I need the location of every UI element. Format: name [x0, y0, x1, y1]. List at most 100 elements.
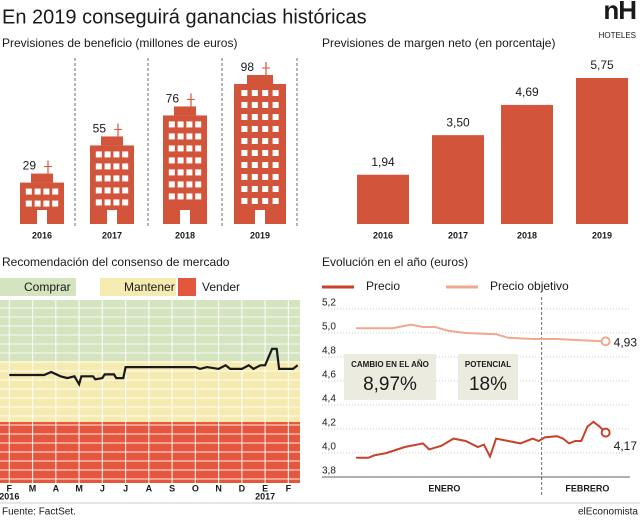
building-crown	[247, 75, 273, 84]
window	[272, 126, 279, 132]
end-marker	[600, 336, 611, 347]
window	[168, 181, 175, 188]
window	[272, 102, 279, 108]
window	[251, 150, 258, 156]
window	[241, 90, 248, 96]
value-label: 5,75	[590, 58, 614, 72]
window	[241, 102, 248, 108]
window	[104, 175, 111, 182]
brand: elEconomista	[578, 507, 638, 518]
window	[262, 150, 269, 156]
window	[186, 169, 193, 176]
zone	[0, 361, 300, 422]
recommendation-line	[9, 347, 299, 387]
y-tick-label: 4,2	[322, 418, 336, 429]
x-tick-label: 2017	[102, 230, 122, 240]
x-tick-label: ENERO	[428, 483, 460, 493]
door	[255, 210, 265, 224]
value-label: 55	[93, 122, 107, 136]
annotation-value: 8,97%	[363, 374, 417, 395]
window	[195, 145, 202, 152]
end-label: 4,93	[614, 336, 638, 350]
window	[34, 200, 41, 207]
bar	[432, 135, 484, 224]
x-tick-label: F	[286, 483, 292, 493]
window	[262, 126, 269, 132]
value-label: 4,69	[515, 85, 539, 99]
window	[195, 169, 202, 176]
x-tick-label: M	[29, 483, 37, 493]
x-tick-label: 2016	[373, 230, 393, 240]
window	[122, 187, 129, 194]
window	[168, 169, 175, 176]
window	[272, 162, 279, 168]
window	[95, 163, 102, 170]
annotation-box	[344, 354, 436, 400]
window	[195, 193, 202, 200]
window	[262, 138, 269, 144]
building	[20, 160, 64, 224]
window	[251, 186, 258, 192]
window	[104, 151, 111, 158]
x-tick-label: FEBRERO	[565, 483, 609, 493]
window	[241, 186, 248, 192]
x-tick-label: S	[169, 483, 175, 493]
window	[272, 90, 279, 96]
window	[241, 126, 248, 132]
window	[95, 187, 102, 194]
x-tick-label: 2017	[448, 230, 468, 240]
window	[113, 151, 120, 158]
window	[251, 198, 258, 204]
legend-band	[100, 278, 176, 296]
window	[25, 188, 32, 195]
end-marker	[600, 427, 611, 438]
value-label: 1,94	[371, 155, 395, 169]
window	[262, 174, 269, 180]
window	[168, 145, 175, 152]
window	[104, 187, 111, 194]
bar	[576, 78, 628, 224]
x-tick-label: F	[7, 483, 13, 493]
window	[168, 121, 175, 128]
x-tick-label: 2018	[517, 230, 537, 240]
annotation-label: CAMBIO EN EL AÑO	[351, 360, 429, 369]
window	[113, 163, 120, 170]
window	[262, 198, 269, 204]
window	[168, 157, 175, 164]
year-label: 2017	[255, 491, 275, 501]
window	[186, 121, 193, 128]
value-label: 29	[23, 159, 37, 173]
window	[186, 133, 193, 140]
window	[95, 151, 102, 158]
window	[104, 163, 111, 170]
building-crown	[101, 136, 123, 146]
building	[163, 93, 207, 224]
window	[272, 198, 279, 204]
y-tick-label: 4,6	[322, 370, 336, 381]
annotation-label: POTENCIAL	[465, 360, 511, 369]
window	[186, 157, 193, 164]
window	[34, 188, 41, 195]
window	[113, 187, 120, 194]
window	[177, 193, 184, 200]
window	[272, 186, 279, 192]
source: Fuente: FactSet.	[2, 507, 76, 518]
legend-band	[0, 278, 76, 296]
chart-title: Recomendación del consenso de mercado	[2, 255, 230, 269]
y-tick-label: 4,0	[322, 442, 336, 453]
chart-title: Previsiones de beneficio (millones de eu…	[2, 36, 237, 50]
y-tick-label: 5,2	[322, 298, 336, 309]
window	[122, 163, 129, 170]
x-tick-label: 2018	[175, 230, 195, 240]
building-crown	[174, 106, 196, 116]
window	[186, 193, 193, 200]
window	[251, 90, 258, 96]
door	[107, 210, 117, 224]
y-tick-label: 4,4	[322, 394, 336, 405]
window	[177, 157, 184, 164]
price-line	[356, 420, 607, 460]
window	[113, 199, 120, 206]
window	[122, 199, 129, 206]
window	[241, 114, 248, 120]
window	[186, 145, 193, 152]
